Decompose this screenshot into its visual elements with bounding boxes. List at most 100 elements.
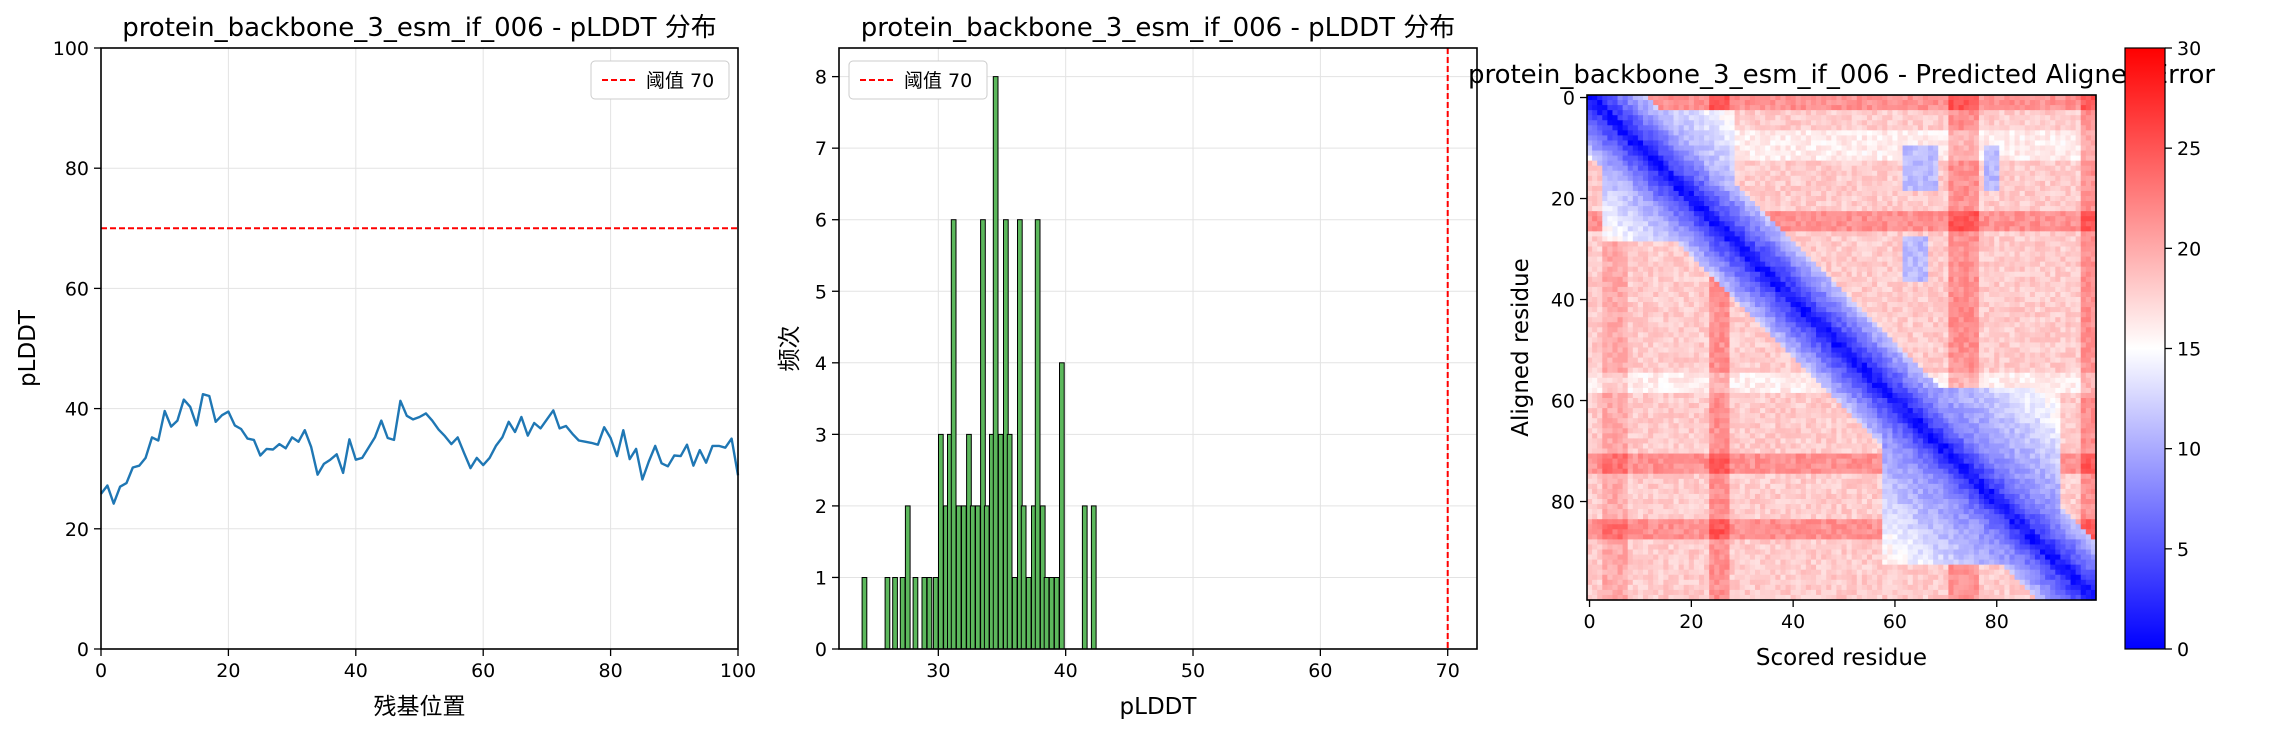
pae-cell xyxy=(2029,246,2036,253)
pae-cell xyxy=(1973,110,1980,116)
pae-cell xyxy=(1958,251,1965,258)
pae-cell xyxy=(1729,216,1736,222)
pae-cell xyxy=(1994,211,2000,217)
pae-cell xyxy=(1963,140,1970,147)
pae-cell xyxy=(1948,175,1955,182)
pae-cell xyxy=(2085,95,2092,101)
pae-cell xyxy=(1887,221,1893,227)
pae-cell xyxy=(2090,246,2097,253)
pae-cell xyxy=(2070,231,2077,237)
pae-cell xyxy=(1861,221,1868,227)
pae-cell xyxy=(1734,201,1741,207)
pae-cell xyxy=(1678,276,1685,283)
pae-cell xyxy=(1622,115,1629,121)
pae-cell xyxy=(1994,216,2000,222)
pae-cell xyxy=(1999,236,2005,243)
pae-cell xyxy=(1632,175,1639,182)
pae-cell xyxy=(1978,105,1985,111)
pae-cell xyxy=(1887,251,1893,258)
pae-cell xyxy=(1978,322,1985,328)
pae-cell xyxy=(1897,327,1904,333)
pae-cell xyxy=(1826,216,1832,222)
pae-cell xyxy=(1642,145,1649,152)
pae-cell xyxy=(1938,302,1944,308)
pae-cell xyxy=(1948,256,1955,263)
pae-cell xyxy=(2009,155,2016,162)
pae-cell xyxy=(1637,135,1644,142)
pae-cell xyxy=(1877,236,1883,243)
pae-cell xyxy=(1704,332,1710,338)
pae-cell xyxy=(2075,180,2082,187)
pae-cell xyxy=(1785,231,1792,237)
pae-cell xyxy=(1587,196,1593,202)
pae-cell xyxy=(1917,135,1924,142)
pae-cell xyxy=(1795,231,1802,237)
pae-cell xyxy=(2080,135,2087,142)
pae-cell xyxy=(1617,276,1624,283)
pae-cell xyxy=(1587,307,1593,313)
pae-cell xyxy=(1704,281,1710,288)
pae-cell xyxy=(2080,241,2087,248)
pae-cell xyxy=(2065,206,2072,212)
pae-cell xyxy=(1872,120,1878,126)
pae-cell xyxy=(1821,226,1827,232)
pae-cell xyxy=(1770,327,1776,333)
pae-cell xyxy=(1734,185,1741,192)
pae-cell xyxy=(1683,286,1690,293)
pae-cell xyxy=(1805,125,1812,131)
pae-cell xyxy=(1994,206,2000,212)
pae-cell xyxy=(1790,322,1797,328)
pae-cell xyxy=(1851,276,1858,283)
pae-cell xyxy=(1933,317,1939,323)
pae-cell xyxy=(1902,206,1909,212)
pae-cell xyxy=(1734,95,1741,101)
pae-cell xyxy=(1861,291,1868,298)
pae-cell xyxy=(1851,246,1858,253)
pae-cell xyxy=(1688,276,1695,283)
pae-cell xyxy=(1765,110,1771,116)
pae-cell xyxy=(1673,160,1680,167)
pae-cell xyxy=(2065,155,2072,162)
pae-cell xyxy=(1729,201,1736,207)
pae-cell xyxy=(2045,271,2051,278)
pae-cell xyxy=(1902,261,1909,268)
pae-cell xyxy=(1683,271,1690,278)
pae-cell xyxy=(1810,120,1817,126)
pae-cell xyxy=(1698,317,1705,323)
pae-cell xyxy=(1775,302,1782,308)
pae-cell xyxy=(1902,216,1909,222)
pae-cell xyxy=(1597,135,1603,142)
pae-cell xyxy=(1897,236,1904,243)
pae-cell xyxy=(1704,291,1710,298)
pae-cell xyxy=(1709,190,1715,197)
pae-cell xyxy=(1617,185,1624,192)
pae-cell xyxy=(1587,291,1593,298)
pae-cell xyxy=(1953,170,1960,177)
pae-cell xyxy=(1683,221,1690,227)
pae-cell xyxy=(2009,165,2016,172)
pae-cell xyxy=(1760,190,1766,197)
pae-cell xyxy=(1795,115,1802,121)
pae-cell xyxy=(1790,170,1797,177)
pae-cell xyxy=(1770,105,1776,111)
pae-cell xyxy=(1663,261,1670,268)
pae-cell xyxy=(1917,190,1924,197)
pae-cell xyxy=(1627,286,1634,293)
pae-cell xyxy=(1658,125,1664,131)
pae-cell xyxy=(1978,170,1985,177)
pae-cell xyxy=(1668,150,1675,157)
pae-cell xyxy=(1861,125,1868,131)
pae-cell xyxy=(1749,206,1756,212)
pae-cell xyxy=(1872,327,1878,333)
pae-cell xyxy=(1907,145,1914,152)
pae-cell xyxy=(1632,261,1639,268)
pae-cell xyxy=(1861,226,1868,232)
pae-cell xyxy=(1943,271,1949,278)
pae-cell xyxy=(1775,150,1782,157)
pae-cell xyxy=(1704,196,1710,202)
pae-cell xyxy=(1861,266,1868,273)
pae-cell xyxy=(1856,312,1863,318)
pae-cell xyxy=(1592,266,1598,273)
pae-cell xyxy=(1688,312,1695,318)
pae-cell xyxy=(1612,105,1619,111)
